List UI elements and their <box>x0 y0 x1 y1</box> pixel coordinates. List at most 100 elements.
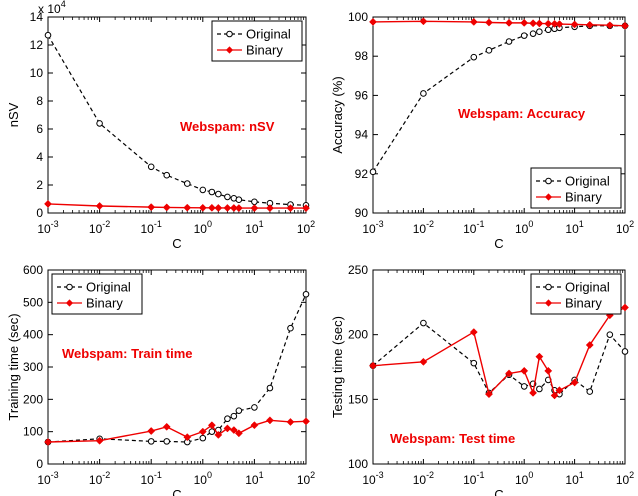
data-point <box>163 438 171 445</box>
x-axis-label: C <box>172 487 181 496</box>
data-point <box>536 28 543 36</box>
data-point <box>234 429 243 438</box>
x-tick-label: 10-2 <box>413 470 434 487</box>
x-tick-label: 10-1 <box>463 219 484 236</box>
x-tick-label: 10-2 <box>413 219 434 236</box>
data-point <box>44 31 52 39</box>
chart-train_time: 10-3 10-2 10-1 100 101 102 0 100 200 300 400 500 600… <box>6 263 315 496</box>
data-point <box>419 357 428 366</box>
legend-marker <box>66 283 73 291</box>
data-point <box>302 290 310 298</box>
data-point <box>147 163 155 171</box>
x-tick-label: 101 <box>245 470 263 487</box>
series-binary <box>369 303 629 400</box>
legend-entry: Binary <box>86 296 123 311</box>
data-point <box>469 328 478 337</box>
x-tick-label: 10-3 <box>37 219 58 236</box>
data-point <box>544 19 553 28</box>
data-point <box>470 53 478 61</box>
y-tick-label: 2 <box>36 178 43 192</box>
data-point <box>520 18 529 27</box>
data-point <box>302 417 310 426</box>
data-point <box>147 203 156 212</box>
data-point <box>183 433 192 442</box>
x-axis-label: C <box>494 236 503 251</box>
chart-annotation: Webspam: nSV <box>180 119 275 134</box>
data-point <box>265 204 274 213</box>
legend-marker <box>225 46 234 54</box>
x-axis-label: C <box>172 236 181 251</box>
data-point <box>251 404 258 411</box>
x-tick-label: 10-1 <box>141 470 162 487</box>
data-point <box>302 204 310 213</box>
data-point <box>224 193 231 201</box>
y-multiplier-label: x 104 <box>38 0 66 16</box>
legend-box <box>211 20 303 62</box>
data-point <box>207 203 216 212</box>
data-point <box>485 47 493 54</box>
data-point <box>550 391 559 400</box>
y-tick-label: 100 <box>348 457 368 471</box>
y-tick-label: 94 <box>355 128 369 142</box>
data-point <box>529 388 538 397</box>
legend-box <box>51 273 143 315</box>
chart-test_time: 10-3 10-2 10-1 100 101 102 100 150 200 250 C Testin… <box>330 263 634 496</box>
data-point <box>529 19 538 28</box>
y-axis-label: nSV <box>6 102 21 127</box>
data-point <box>224 415 231 423</box>
data-point <box>621 21 629 30</box>
data-point <box>585 341 594 349</box>
data-point <box>162 203 171 212</box>
data-point <box>96 120 103 127</box>
data-point <box>251 198 258 206</box>
x-tick-label: 101 <box>245 219 263 236</box>
legend-entry: Original <box>246 27 291 42</box>
y-tick-label: 200 <box>23 392 43 406</box>
data-point <box>223 424 232 433</box>
y-axis-label: Testing time (sec) <box>330 316 345 418</box>
chart-annotation: Webspam: Train time <box>62 346 193 361</box>
data-point <box>147 427 156 435</box>
y-tick-label: 300 <box>23 360 43 374</box>
legend-entry: Binary <box>565 296 602 311</box>
y-tick-label: 400 <box>23 328 43 342</box>
data-point <box>198 427 207 436</box>
y-axis-label: Accuracy (%) <box>330 76 345 153</box>
data-point <box>505 369 513 378</box>
data-point <box>470 359 478 367</box>
data-point <box>420 90 427 97</box>
y-tick-label: 0 <box>36 457 43 471</box>
legend-marker <box>226 30 233 38</box>
data-point <box>199 434 207 442</box>
legend-marker <box>65 299 74 307</box>
data-point <box>535 352 544 361</box>
x-tick-label: 10-3 <box>37 470 58 487</box>
x-tick-label: 10-3 <box>362 470 383 487</box>
data-point <box>147 438 155 445</box>
data-point <box>586 388 594 395</box>
data-point <box>163 171 171 179</box>
data-point <box>162 422 171 431</box>
x-tick-label: 102 <box>616 219 634 236</box>
x-tick-label: 100 <box>515 219 533 236</box>
data-point <box>520 32 528 39</box>
data-point <box>208 428 216 435</box>
y-tick-label: 8 <box>36 94 43 108</box>
data-point <box>286 204 295 213</box>
data-point <box>250 204 259 213</box>
x-tick-label: 102 <box>297 470 315 487</box>
y-tick-label: 100 <box>23 425 43 439</box>
data-point <box>223 204 232 212</box>
y-tick-label: 90 <box>355 206 369 220</box>
y-tick-label: 14 <box>30 10 44 24</box>
y-tick-label: 150 <box>348 392 368 406</box>
series-line-original <box>47 294 307 443</box>
data-point <box>44 199 52 208</box>
legend-entry: Binary <box>246 43 283 58</box>
data-point <box>235 407 243 414</box>
chart-nsv: 10-3 10-2 10-1 100 101 102 0 2 4 6 8 10 12 14x 104 CnS… <box>6 0 315 251</box>
data-point <box>420 319 427 327</box>
x-tick-label: 101 <box>565 470 583 487</box>
